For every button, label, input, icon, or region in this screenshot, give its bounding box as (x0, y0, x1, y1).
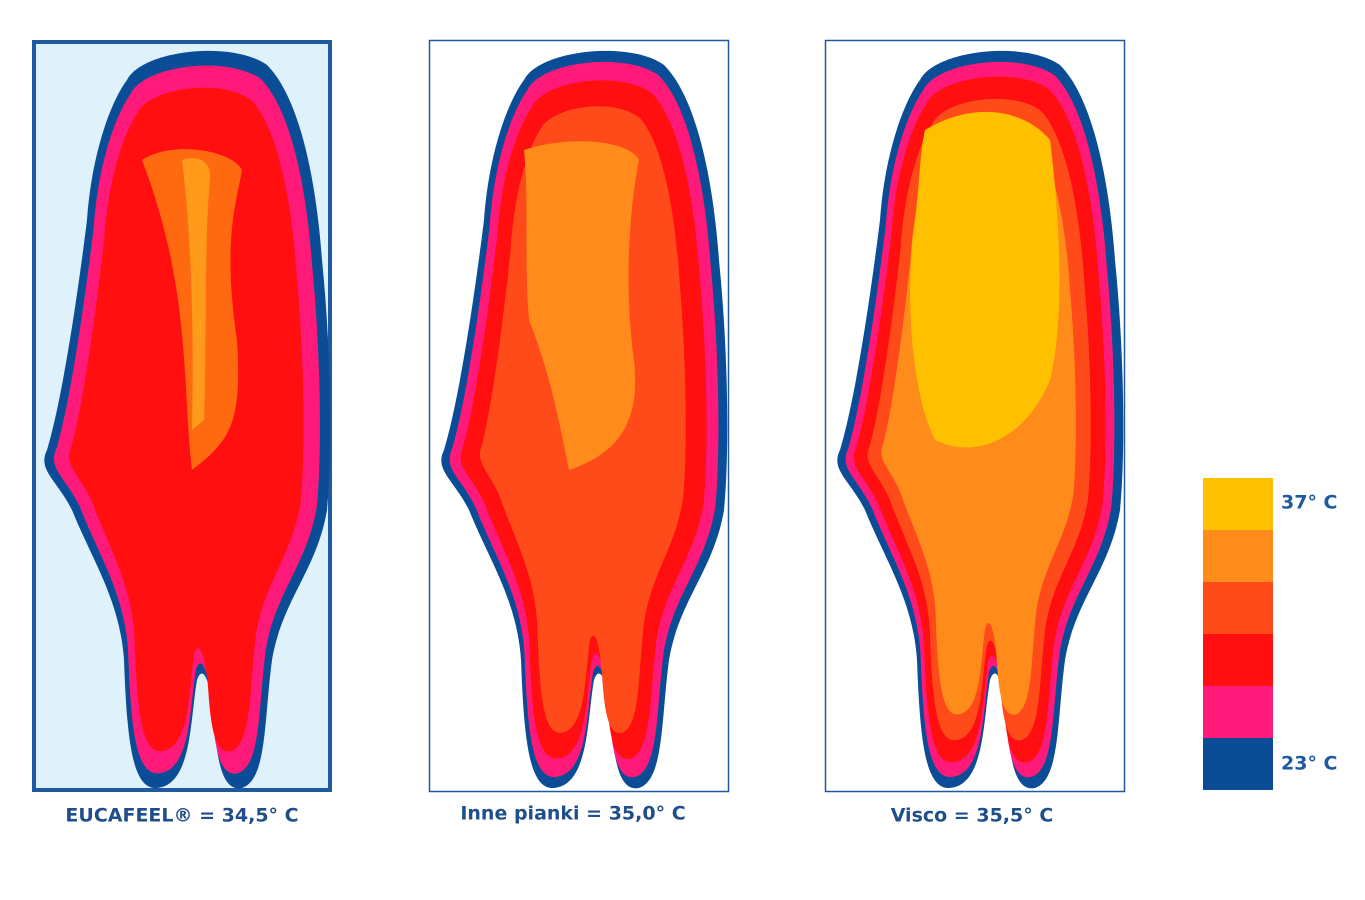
panel-visco (824, 39, 1126, 793)
panel-caption: Visco = 35,5° C (891, 805, 1054, 827)
legend-label: 37° C (1281, 492, 1338, 514)
legend-swatch (1203, 530, 1273, 582)
panel-caption: EUCAFEEL® = 34,5° C (65, 805, 298, 827)
heat-layer (182, 158, 211, 430)
legend-label: 23° C (1281, 753, 1338, 775)
heat-layer (524, 141, 639, 471)
panel-eucafeel (32, 40, 332, 792)
heat-layer (142, 149, 242, 470)
heat-layer (910, 111, 1060, 448)
legend-swatch (1203, 582, 1273, 634)
legend-swatch (1203, 634, 1273, 686)
legend-swatch (1203, 686, 1273, 738)
legend-swatch (1203, 478, 1273, 530)
panel-inne-pianki (428, 39, 730, 793)
legend-swatch (1203, 738, 1273, 790)
temperature-legend: 37° C 23° C (1203, 478, 1338, 790)
panel-caption: Inne pianki = 35,0° C (460, 803, 685, 825)
